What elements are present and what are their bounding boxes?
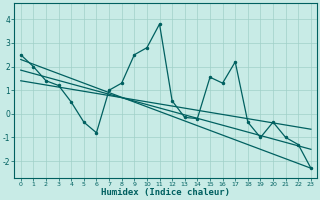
X-axis label: Humidex (Indice chaleur): Humidex (Indice chaleur) [101, 188, 230, 197]
